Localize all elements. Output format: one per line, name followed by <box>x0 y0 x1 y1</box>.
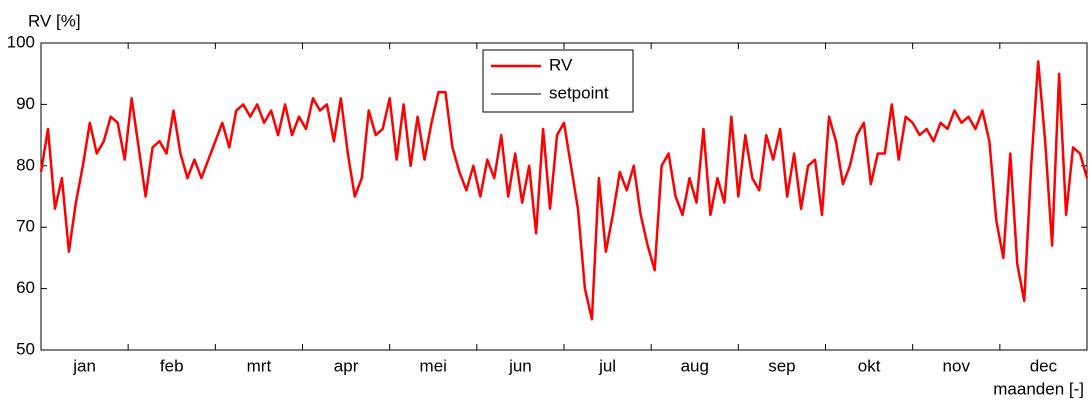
y-tick-label: 60 <box>16 278 35 297</box>
y-tick-label: 100 <box>7 32 35 51</box>
y-tick-label: 90 <box>16 94 35 113</box>
x-tick-label: jul <box>598 356 616 375</box>
y-axis-label: RV [%] <box>28 11 81 30</box>
y-tick-label: 80 <box>16 155 35 174</box>
x-tick-label: jun <box>508 356 532 375</box>
series-line <box>39 60 1089 321</box>
y-tick-label: 50 <box>16 339 35 358</box>
x-tick-label: feb <box>160 356 184 375</box>
legend-label: setpoint <box>549 83 609 102</box>
x-tick-label: jan <box>72 356 96 375</box>
x-tick-label: nov <box>943 356 971 375</box>
x-axis-label: maanden [-] <box>993 379 1084 398</box>
x-tick-label: aug <box>681 356 709 375</box>
legend-box <box>482 49 634 113</box>
x-tick-label: mei <box>420 356 447 375</box>
y-tick-label: 70 <box>16 217 35 236</box>
x-tick-label: dec <box>1030 356 1058 375</box>
legend-label: RV <box>549 55 573 74</box>
x-tick-label: mrt <box>247 356 272 375</box>
x-tick-label: okt <box>858 356 881 375</box>
x-tick-label: sep <box>768 356 795 375</box>
x-tick-label: apr <box>334 356 359 375</box>
